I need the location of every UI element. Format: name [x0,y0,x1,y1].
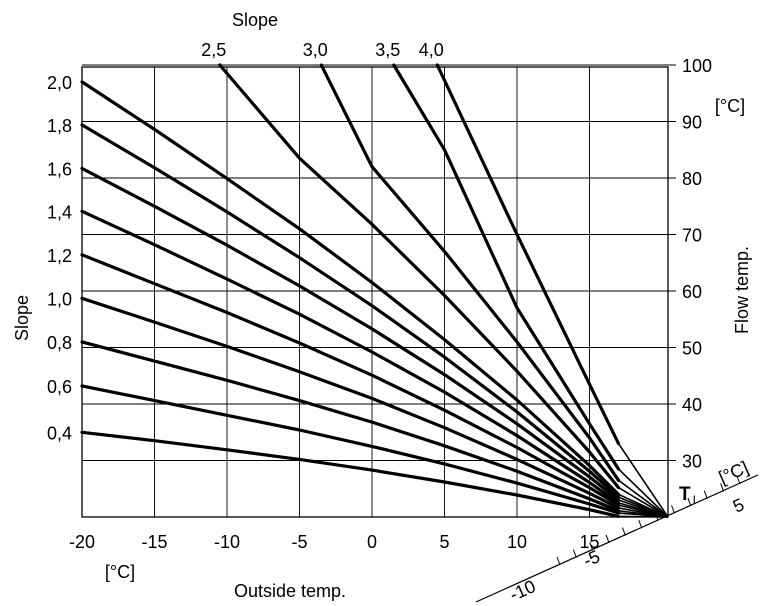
slope-label-left: 1,4 [47,202,72,222]
room-temp-tick [671,505,676,514]
grid-lines: -20 -15 -10 -5 0 5 10 15 100 90 80 70 60 50 40 30 [69,56,712,552]
y-axis-left-label: Slope [12,295,32,341]
room-temp-tick-label: 5 [730,494,747,516]
slope-label-left: 0,8 [47,333,72,353]
heating-curve-1-4 [80,209,621,505]
heating-curve-3-0 [319,63,621,482]
chart-labels: Slope Slope Flow temp. [°C] [°C] Outside… [12,10,752,601]
slope-label-left: 0,6 [47,377,72,397]
room-temp-subscript: I [693,493,696,507]
y-right-tick-label: 90 [682,113,702,133]
room-temp-tick [638,520,643,529]
slope-label-top: 2,5 [201,40,226,60]
chart-title: Slope [232,10,278,30]
heating-curve-3-5 [392,63,621,471]
x-tick-label: -10 [214,532,240,552]
heating-curve-2-5 [218,63,621,490]
room-temp-tick [621,527,626,536]
y-right-tick-label: 100 [682,56,712,76]
slope-label-left: 1,2 [47,246,72,266]
x-tick-label: 10 [507,532,527,552]
y-right-tick-label: 80 [682,169,702,189]
curve-convergence-line [617,468,669,518]
heating-curve-1-2 [80,253,621,507]
room-temp-tick-label: -5 [580,546,603,571]
heating-curve-1-6 [80,166,621,502]
room-temp-tick [654,512,659,521]
slope-label-top: 3,0 [303,40,328,60]
y-right-tick-label: 70 [682,226,702,246]
room-temp-tick [605,534,610,544]
y-axis-right-unit: [°C] [715,96,745,116]
heating-curve-2-0 [80,80,621,496]
room-temp-tick [720,483,725,492]
slope-label-left: 2,0 [47,73,72,93]
heating-curve-0-4 [80,430,621,518]
curve-convergence-line [617,443,669,518]
x-tick-label: -5 [291,532,307,552]
curve-convergence-line [618,486,669,518]
heating-curve-1-8 [80,123,621,499]
x-tick-label: 5 [439,532,449,552]
plot-frame [81,66,669,518]
room-temp-tick [572,549,577,558]
x-tick-label: -20 [69,532,95,552]
room-temp-tick [736,475,741,485]
heating-curve-0-6 [80,384,621,515]
heating-curves: 2,0 1,8 1,6 1,4 1,2 1,0 0,8 0,6 0,4 2,5 3,0 3,5 4,0 [47,40,669,518]
slope-label-left: 1,0 [47,289,72,309]
slope-label-left: 1,8 [47,116,72,136]
y-right-tick-label: 40 [682,395,702,415]
room-temp-tick [687,497,692,507]
heating-curve-0-8 [80,340,621,513]
room-temp-axis-line [475,474,759,603]
x-axis-label: Outside temp. [234,581,346,601]
y-right-tick-label: 50 [682,339,702,359]
curve-convergence-line [618,493,669,518]
slope-label-top: 4,0 [419,40,444,60]
x-tick-label: 0 [367,532,377,552]
heating-curve-4-0 [435,63,621,446]
room-temp-tick [589,542,594,551]
slope-label-left: 1,6 [47,159,72,179]
heating-curve-1-0 [80,296,621,510]
x-tick-label: -15 [141,532,167,552]
room-temp-tick-label: -10 [507,576,539,605]
x-tick-label: 15 [579,532,599,552]
curve-convergence-line [618,479,669,518]
room-temp-tick [556,556,561,566]
slope-label-left: 0,4 [47,423,72,443]
x-axis-unit: [°C] [105,562,135,582]
y-right-tick-label: 30 [682,452,702,472]
y-right-tick-label: 60 [682,282,702,302]
y-axis-right-label: Flow temp. [732,246,752,334]
room-temp-tick [703,490,708,499]
slope-label-top: 3,5 [375,40,400,60]
